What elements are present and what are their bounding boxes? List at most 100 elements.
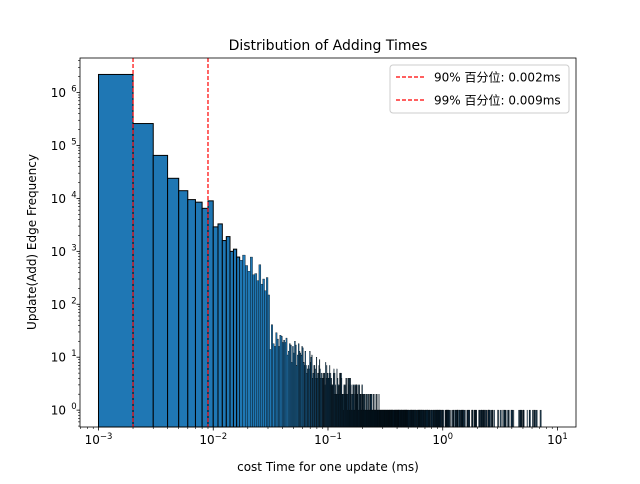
histogram-bar [521,409,523,428]
histogram-bar [492,409,494,428]
histogram-bar [535,409,537,428]
histogram-bar [283,339,285,428]
histogram-bar [442,409,444,428]
histogram-bar [212,226,219,428]
x-tick-label: 10−3 [85,432,113,447]
histogram-bar [272,343,275,428]
histogram-bar [242,254,246,428]
histogram-bar [526,409,528,428]
histogram-bar [274,346,276,428]
histogram-bar [534,409,536,428]
histogram-bar [479,409,481,428]
histogram-bar [167,177,180,428]
histogram-bar [507,409,509,428]
histogram-bar [258,264,262,428]
legend-label-99: 99% 百分位: 0.009ms [434,93,561,108]
percentile-lines [132,58,209,427]
histogram-bar [502,409,504,428]
histogram-bar [279,335,282,428]
histogram-bar [500,409,502,428]
histogram-bar [247,271,251,428]
histogram-bar [217,223,223,428]
histogram-bar [201,207,209,428]
histogram-bar [269,349,272,428]
histogram-bar [266,277,269,428]
histogram-bar [450,409,452,428]
histogram-bar [239,260,243,428]
histogram-bar [504,409,506,428]
histogram-bar [512,409,514,428]
histogram-bar [505,409,507,428]
y-tick-label: 10 4 [51,190,77,206]
x-tick-label: 10−1 [314,432,342,447]
histogram-bar [493,409,495,428]
histogram-bar [438,409,439,428]
histogram-bar [476,409,477,428]
histogram-bar [490,409,492,428]
histogram-bar [262,278,265,428]
histogram-bars [97,73,542,428]
x-axis-ticks: 10−3 10−2 10−1 100 101 [80,427,568,447]
histogram-bar [485,409,487,428]
histogram-bar [464,409,466,428]
histogram-bar [428,409,430,428]
histogram-bar [463,409,465,428]
histogram-bar [491,409,492,428]
histogram-bar [469,409,471,428]
legend-label-90: 90% 百分位: 0.002ms [434,70,561,85]
histogram-bar [284,342,287,428]
histogram-bar [457,409,459,428]
histogram-bar [473,409,475,428]
histogram-bar [280,335,283,428]
histogram-bar [448,409,450,428]
histogram-bar [187,199,196,428]
y-tick-label: 10 0 [51,402,77,418]
histogram-bar [178,190,189,428]
histogram-bar [484,409,485,428]
histogram-bar [523,409,525,428]
y-tick-label: 10 2 [51,296,77,312]
histogram-bar [252,274,255,428]
histogram-bar [271,324,273,428]
histogram-bar [207,200,214,428]
histogram-bar [460,409,461,428]
x-tick-label: 101 [547,432,568,447]
histogram-bar [529,409,531,428]
histogram-bar [408,409,410,428]
histogram-bar [424,409,425,428]
y-tick-label: 10 5 [51,137,77,153]
histogram-bar [459,409,461,428]
histogram-bar [467,409,469,428]
legend: 90% 百分位: 0.002ms 99% 百分位: 0.009ms [389,64,570,114]
histogram-bar [432,409,434,428]
histogram-bar [508,409,509,428]
histogram-bar [499,409,501,428]
histogram-bar [194,201,203,428]
histogram-bar [256,280,260,428]
histogram-bar [434,409,436,428]
histogram-bar [532,409,534,428]
histogram-bar [132,123,154,428]
histogram-bar [511,409,513,428]
y-tick-label: 10 6 [51,85,77,101]
y-tick-label: 10 3 [51,243,77,259]
histogram-bar [497,409,499,428]
histogram-bar [264,290,267,428]
histogram-bar [225,236,231,428]
histogram-bar [245,265,248,428]
y-axis-label: Update(Add) Edge Frequency [25,154,39,330]
histogram-bar [453,409,455,428]
histogram-bar [250,256,253,428]
histogram-bar [472,409,474,428]
histogram-bar [267,294,270,428]
histogram-bar [508,409,510,428]
histogram-bar [481,409,483,428]
y-tick-label: 10 1 [51,349,77,365]
histogram-bar [479,409,481,428]
histogram-bar [489,409,491,428]
legend-box [389,64,570,114]
histogram-bar [278,346,280,428]
